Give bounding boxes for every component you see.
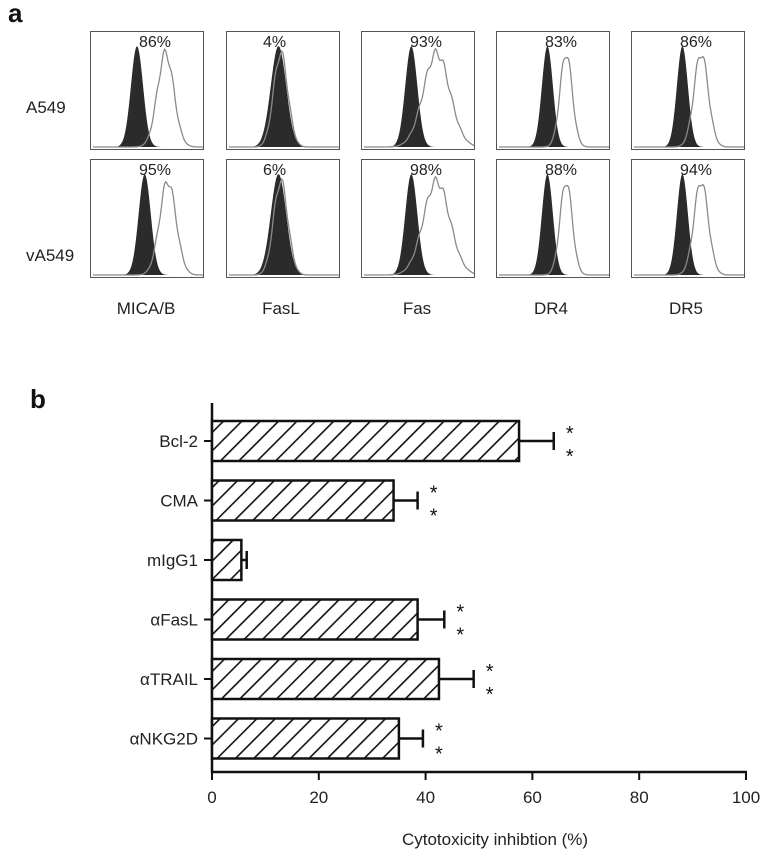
x-tick-label: 20 bbox=[309, 788, 328, 807]
category-label: αFasL bbox=[150, 611, 198, 630]
percent-positive-label: 88% bbox=[545, 162, 578, 179]
isotype-histogram bbox=[93, 174, 203, 275]
column-label-dr4: DR4 bbox=[533, 299, 568, 318]
histogram-a549-dr5: 86% bbox=[631, 31, 745, 150]
x-tick-label: 80 bbox=[630, 788, 649, 807]
percent-positive-label: 94% bbox=[680, 162, 713, 179]
panel-b-letter: b bbox=[30, 384, 46, 414]
histogram-va549-dr4: 88% bbox=[496, 159, 610, 278]
panel-a-letter: a bbox=[8, 0, 23, 28]
stain-histogram bbox=[93, 48, 203, 148]
significance-asterisk: * bbox=[456, 625, 464, 647]
category-label: CMA bbox=[160, 492, 198, 511]
histogram-a549-fasl: 4% bbox=[226, 31, 340, 150]
column-label-fasl: FasL bbox=[262, 299, 300, 318]
percent-positive-label: 4% bbox=[263, 34, 287, 51]
row-label-a549: A549 bbox=[26, 98, 66, 117]
histogram-va549-fas: 98% bbox=[361, 159, 475, 278]
bar-0 bbox=[210, 419, 521, 463]
significance-asterisk: * bbox=[430, 506, 438, 528]
category-label: αTRAIL bbox=[140, 670, 198, 689]
significance-asterisk: * bbox=[456, 602, 464, 624]
isotype-histogram bbox=[229, 46, 339, 147]
significance-asterisk: * bbox=[566, 446, 574, 468]
isotype-histogram bbox=[364, 46, 474, 147]
histogram-va549-mica-b: 95% bbox=[90, 159, 204, 278]
significance-asterisk: * bbox=[566, 423, 574, 445]
stain-histogram bbox=[93, 180, 203, 276]
stain-histogram bbox=[229, 177, 339, 276]
stain-histogram bbox=[634, 184, 744, 276]
bar-5 bbox=[210, 717, 401, 760]
column-label-mica-b: MICA/B bbox=[116, 299, 176, 318]
percent-positive-label: 95% bbox=[139, 162, 172, 179]
x-axis-title: Cytotoxicity inhibtion (%) bbox=[402, 830, 588, 849]
percent-positive-label: 86% bbox=[680, 34, 713, 51]
x-tick-label: 40 bbox=[416, 788, 435, 807]
significance-asterisk: * bbox=[486, 684, 494, 706]
category-label: Bcl-2 bbox=[159, 432, 198, 451]
isotype-histogram bbox=[499, 46, 609, 147]
percent-positive-label: 98% bbox=[410, 162, 443, 179]
histogram-va549-dr5: 94% bbox=[631, 159, 745, 278]
bar-1 bbox=[210, 479, 395, 522]
histogram-va549-fasl: 6% bbox=[226, 159, 340, 278]
stain-histogram bbox=[634, 56, 744, 148]
percent-positive-label: 93% bbox=[410, 34, 443, 51]
stain-histogram bbox=[364, 175, 475, 276]
significance-asterisk: * bbox=[430, 483, 438, 505]
percent-positive-label: 6% bbox=[263, 162, 287, 179]
bar-2 bbox=[210, 538, 243, 582]
histogram-a549-fas: 93% bbox=[361, 31, 475, 150]
stain-histogram bbox=[364, 47, 475, 148]
category-label: mIgG1 bbox=[147, 551, 198, 570]
histogram-a549-dr4: 83% bbox=[496, 31, 610, 150]
significance-asterisk: * bbox=[435, 721, 443, 743]
category-label: αNKG2D bbox=[130, 730, 198, 749]
percent-positive-label: 83% bbox=[545, 34, 578, 51]
isotype-histogram bbox=[364, 174, 474, 275]
x-tick-label: 100 bbox=[732, 788, 760, 807]
column-label-fas: Fas bbox=[402, 299, 432, 318]
significance-asterisk: * bbox=[486, 661, 494, 683]
x-tick-label: 0 bbox=[207, 788, 216, 807]
x-tick-label: 60 bbox=[523, 788, 542, 807]
stain-histogram bbox=[229, 49, 339, 148]
significance-asterisk: * bbox=[435, 744, 443, 766]
stain-histogram bbox=[499, 56, 609, 148]
isotype-histogram bbox=[229, 174, 339, 275]
bar-3 bbox=[210, 598, 419, 641]
percent-positive-label: 86% bbox=[139, 34, 172, 51]
histogram-a549-mica-b: 86% bbox=[90, 31, 204, 150]
column-label-dr5: DR5 bbox=[668, 299, 703, 318]
bar-4 bbox=[210, 657, 441, 701]
stain-histogram bbox=[499, 184, 609, 276]
isotype-histogram bbox=[499, 174, 609, 275]
row-label-va549: vA549 bbox=[26, 246, 75, 265]
